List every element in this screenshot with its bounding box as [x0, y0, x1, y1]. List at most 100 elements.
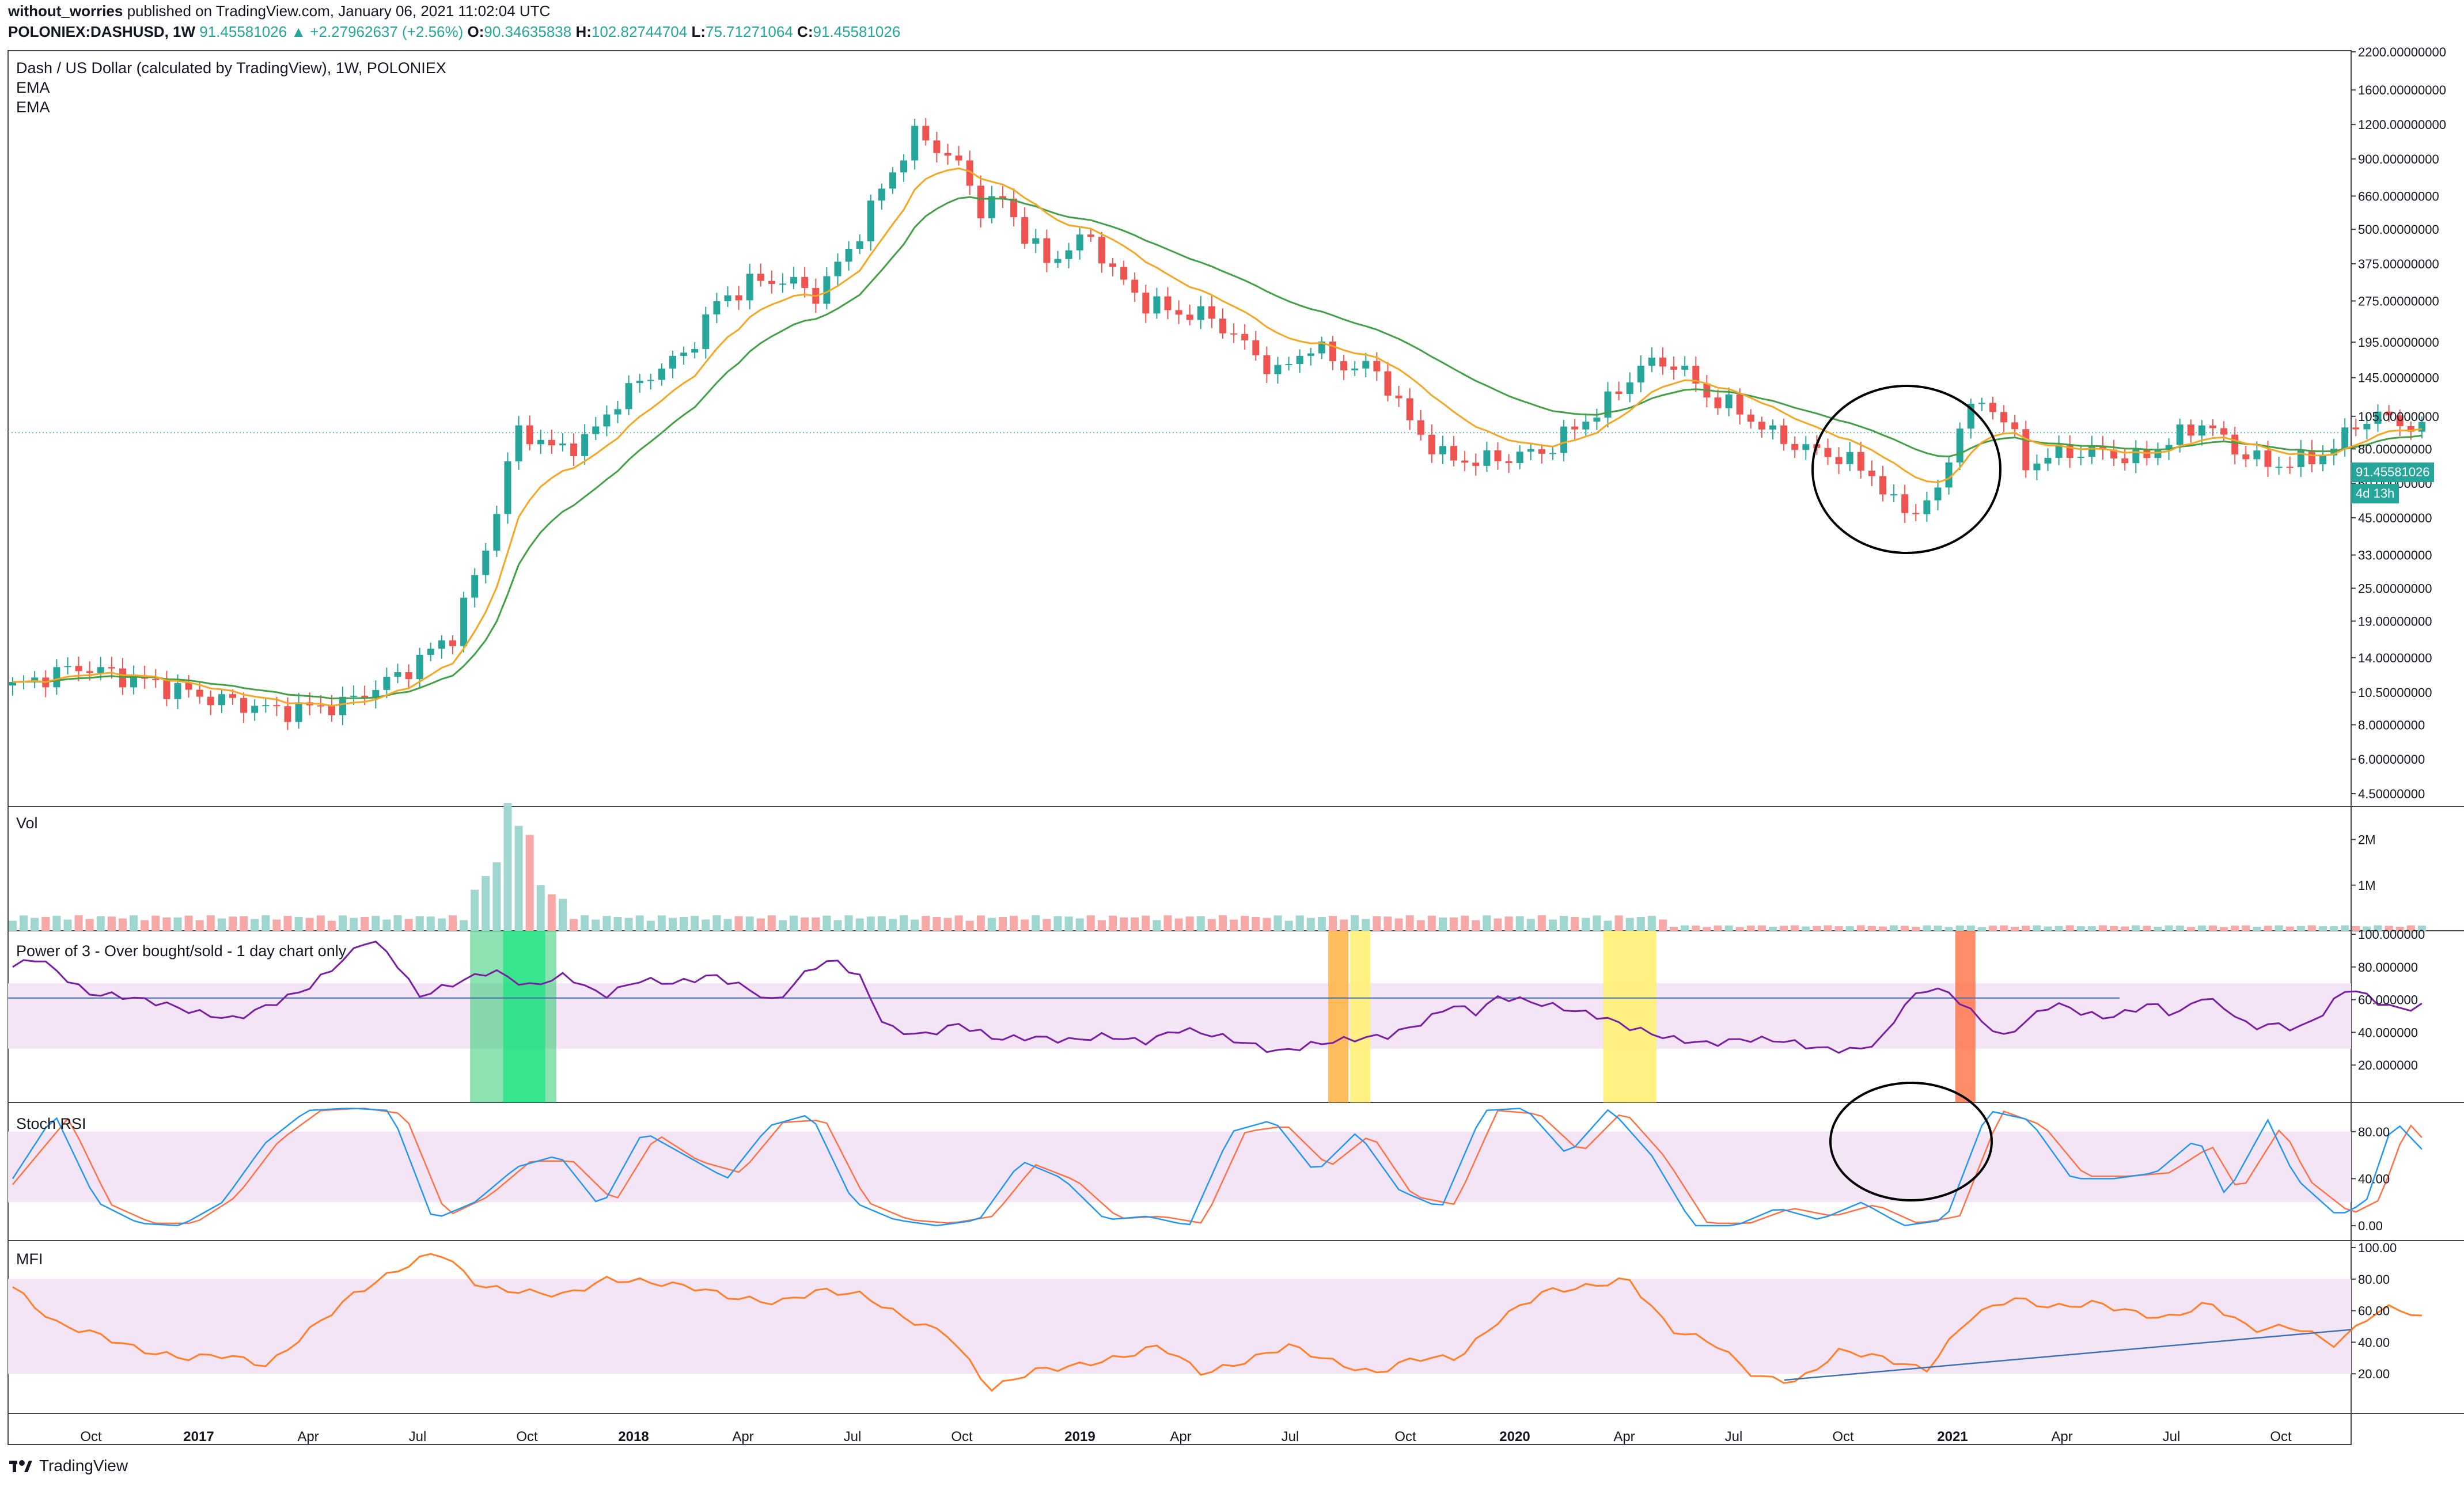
volume-bar: [1010, 916, 1018, 931]
volume-bar: [2264, 926, 2272, 931]
volume-bar: [812, 917, 820, 931]
volume-bar: [1329, 916, 1337, 931]
volume-bar: [1230, 919, 1238, 931]
volume-bar: [31, 918, 39, 931]
price-tick-label: 500.00000000: [2358, 222, 2439, 237]
bar-countdown-tag: 4d 13h: [2351, 484, 2399, 503]
candle-body: [1307, 353, 1314, 356]
candle-body: [1901, 494, 1909, 513]
candle-body: [2099, 446, 2106, 450]
volume-bar: [745, 916, 754, 931]
time-axis-label: Jul: [409, 1429, 427, 1445]
volume-bar: [240, 916, 248, 931]
volume-bar: [779, 920, 787, 931]
candle-body: [2198, 425, 2205, 436]
candle-body: [1450, 446, 1458, 461]
candle-body: [438, 640, 445, 649]
candle-body: [636, 381, 643, 384]
candle-body: [1362, 361, 1370, 369]
volume-bar: [2000, 925, 2008, 931]
volume-bar: [229, 916, 237, 931]
candle-body: [1747, 414, 1754, 422]
chart-area[interactable]: Dash / US Dollar (calculated by TradingV…: [0, 44, 2464, 1451]
annotation-circle-price: [1811, 385, 2001, 554]
volume-tick-label: 1M: [2358, 878, 2376, 893]
time-axis-label: Jul: [844, 1429, 862, 1445]
candle-body: [251, 706, 259, 713]
candle-body: [1087, 234, 1094, 237]
candle-body: [1329, 342, 1336, 362]
legend-ema-slow: EMA: [16, 98, 50, 116]
candle-body: [75, 666, 82, 672]
candle-body: [988, 196, 995, 218]
candle-body: [1142, 293, 1150, 314]
power3-band: [8, 983, 2351, 1049]
candle-body: [1846, 452, 1853, 464]
volume-bar: [855, 918, 864, 931]
volume-bar: [1109, 915, 1117, 931]
candle-body: [2275, 467, 2283, 468]
tradingview-logo-icon[interactable]: [8, 1457, 33, 1474]
high-value: 102.82744704: [591, 23, 688, 40]
volume-bar: [2154, 926, 2162, 931]
candle-body: [999, 196, 1006, 199]
volume-bar: [833, 920, 842, 931]
candle-body: [1043, 238, 1051, 263]
candle-body: [1945, 462, 1953, 488]
time-axis-label: 2020: [1499, 1429, 1530, 1445]
candle-body: [680, 352, 688, 356]
candle-body: [1065, 250, 1072, 259]
time-axis-label: 2019: [1064, 1429, 1095, 1445]
stoch-k-line: [12, 1108, 2423, 1227]
volume-bar: [702, 919, 710, 931]
volume-bar: [1780, 926, 1788, 931]
candle-body: [2407, 426, 2414, 432]
candle-body: [471, 575, 479, 598]
volume-bar: [492, 862, 501, 931]
candle-body: [2044, 457, 2052, 464]
volume-bar: [1153, 920, 1161, 931]
candle-body: [1879, 476, 1886, 495]
published-text: published on TradingView.com, January 06…: [127, 2, 551, 20]
volume-bar: [2319, 926, 2327, 931]
price-tick-label: 4.50000000: [2358, 787, 2425, 801]
stoch-tick-label: 0.00: [2358, 1219, 2383, 1233]
candle-body: [735, 295, 742, 301]
candle-body: [108, 667, 115, 669]
volume-bar: [790, 915, 798, 931]
volume-bar: [1053, 916, 1062, 931]
volume-bar: [2033, 925, 2041, 931]
volume-bar: [1901, 926, 1909, 931]
volume-bar: [680, 917, 688, 931]
candle-body: [614, 409, 621, 415]
volume-bar: [1955, 925, 1964, 931]
candle-body: [1857, 452, 1864, 471]
candle-body: [1285, 364, 1292, 366]
price-tick-label: 45.00000000: [2358, 511, 2432, 525]
candle-body: [416, 654, 423, 680]
candle-body: [317, 705, 324, 707]
candle-body: [713, 301, 721, 314]
volume-bar: [2385, 926, 2393, 931]
time-axis-label: Oct: [951, 1429, 973, 1445]
candle-body: [97, 667, 104, 673]
volume-bar: [2242, 925, 2250, 931]
candle-body: [284, 706, 291, 722]
volume-bar: [1791, 925, 1799, 931]
candle-body: [2385, 411, 2393, 416]
author-name[interactable]: without_worries: [8, 2, 123, 20]
candle-body: [757, 274, 764, 281]
candle-body: [1021, 217, 1029, 244]
candle-body: [658, 368, 665, 380]
candle-body: [1989, 403, 1996, 412]
volume-bar: [339, 915, 347, 931]
volume-bar: [2011, 926, 2019, 931]
candle-body: [1527, 449, 1534, 452]
candle-body: [339, 696, 346, 715]
price-tick-label: 2200.00000000: [2358, 45, 2446, 59]
price-tick-label: 14.00000000: [2358, 651, 2432, 665]
candle-body: [1472, 463, 1480, 466]
volume-bar: [1647, 916, 1656, 931]
candle-body: [1417, 420, 1424, 435]
candle-body: [1461, 460, 1469, 463]
